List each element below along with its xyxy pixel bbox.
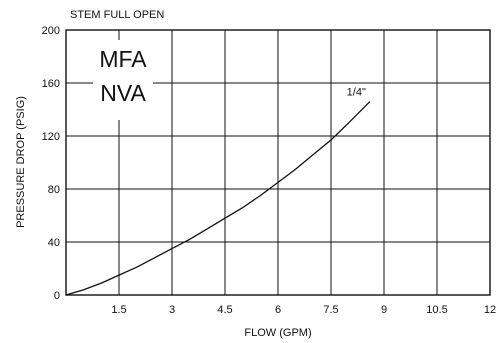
x-tick-labels: 1.5 3 4.5 6 7.5 9 10.5 12 (111, 304, 496, 316)
legend-line-2: NVA (100, 80, 146, 106)
legend-box (93, 40, 153, 120)
y-axis-label: PRESSURE DROP (PSIG) (15, 96, 27, 228)
y-tick-labels: 0 40 80 120 160 200 (42, 25, 60, 302)
x-tick-label: 7.5 (323, 304, 338, 316)
y-tick-label: 80 (48, 184, 60, 196)
y-tick-label: 40 (48, 237, 60, 249)
y-tick-label: 120 (42, 131, 60, 143)
x-axis-label: FLOW (GPM) (244, 327, 311, 339)
x-tick-label: 10.5 (426, 304, 447, 316)
legend-line-1: MFA (99, 46, 147, 72)
x-tick-label: 4.5 (217, 304, 232, 316)
series-line-0 (65, 101, 371, 296)
series: 1/4" (65, 87, 371, 296)
y-tick-label: 200 (42, 25, 60, 37)
plot-frame (65, 29, 491, 296)
x-tick-label: 9 (381, 304, 387, 316)
chart-title: STEM FULL OPEN (70, 9, 164, 21)
series-label: 1/4" (347, 87, 366, 99)
x-tick-label: 1.5 (111, 304, 126, 316)
y-tick-label: 0 (54, 290, 60, 302)
y-tick-label: 160 (42, 78, 60, 90)
x-tick-label: 3 (169, 304, 175, 316)
x-tick-label: 6 (275, 304, 281, 316)
x-tick-label: 12 (484, 304, 496, 316)
